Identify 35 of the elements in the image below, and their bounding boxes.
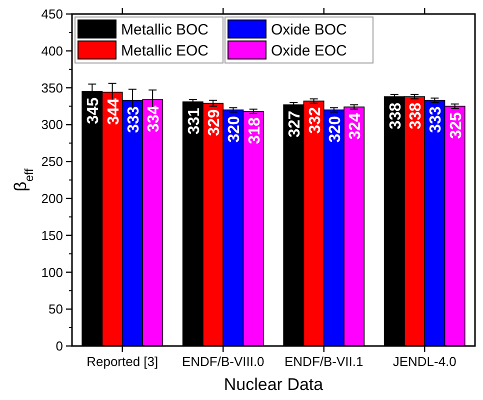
y-tick-label: 100 bbox=[41, 264, 63, 280]
data-label: 338 bbox=[387, 102, 404, 130]
y-tick-label: 400 bbox=[41, 43, 63, 58]
data-label: 325 bbox=[448, 112, 465, 139]
legend-label: Oxide BOC bbox=[271, 21, 348, 38]
x-tick-label: ENDF/B-VIII.0 bbox=[182, 354, 264, 369]
y-tick-label: 250 bbox=[41, 154, 63, 170]
data-label: 331 bbox=[186, 108, 203, 134]
data-label: 329 bbox=[206, 109, 224, 136]
y-tick-label: 150 bbox=[41, 228, 63, 243]
data-label: 324 bbox=[347, 112, 364, 140]
y-tick-label: 50 bbox=[48, 302, 63, 317]
data-label: 333 bbox=[428, 106, 445, 134]
legend-label: Metallic EOC bbox=[121, 42, 209, 60]
data-label: 320 bbox=[226, 116, 244, 143]
y-tick-label: 0 bbox=[56, 338, 63, 354]
legend-label: Oxide EOC bbox=[271, 42, 348, 60]
data-label: 320 bbox=[326, 116, 344, 143]
legend-label: Metallic BOC bbox=[121, 21, 209, 38]
y-tick-label: 350 bbox=[41, 80, 63, 96]
x-tick-label: ENDF/B-VII.1 bbox=[284, 354, 364, 369]
x-tick-label: Reported [3] bbox=[86, 354, 158, 369]
y-tick-label: 450 bbox=[41, 6, 63, 22]
y-tick-label: 200 bbox=[41, 190, 63, 206]
y-tick-label: 300 bbox=[41, 117, 63, 132]
data-label: 332 bbox=[306, 106, 324, 134]
data-label: 318 bbox=[246, 117, 264, 144]
x-axis-title: Nuclear Data bbox=[224, 375, 324, 394]
data-label: 344 bbox=[105, 98, 122, 125]
data-label: 334 bbox=[146, 105, 163, 132]
x-tick-label: JENDL-4.0 bbox=[392, 354, 456, 369]
data-label: 327 bbox=[286, 110, 304, 138]
data-label: 338 bbox=[408, 102, 425, 130]
data-label: 333 bbox=[125, 106, 142, 134]
data-label: 345 bbox=[85, 97, 102, 124]
